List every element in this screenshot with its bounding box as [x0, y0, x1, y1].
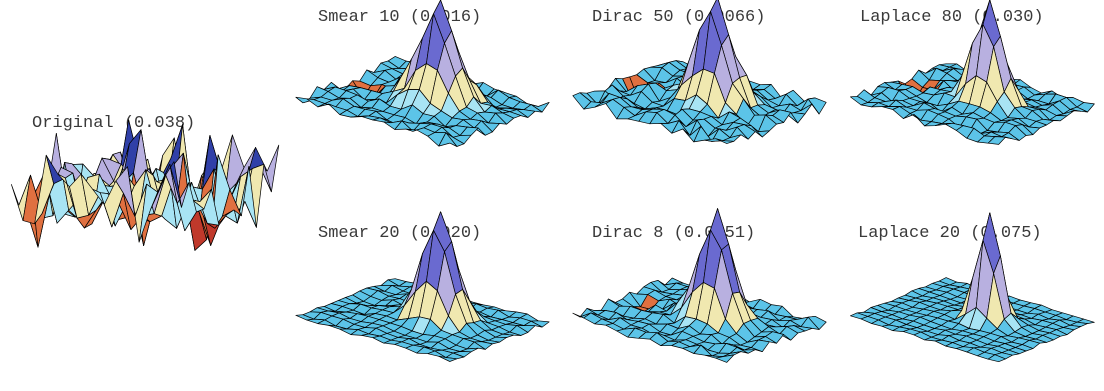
surface-dirac50	[572, 0, 827, 144]
mesh-facet	[715, 138, 735, 144]
plot-dirac50	[562, 0, 832, 165]
surface-original	[11, 119, 280, 251]
surface-mesh	[295, 0, 550, 147]
mesh-facet	[438, 355, 458, 362]
surface-smear20	[295, 211, 550, 362]
mesh-facet	[438, 132, 458, 147]
mesh-facet	[987, 354, 1006, 363]
surface-mesh	[11, 119, 280, 251]
surface-mesh	[295, 211, 550, 362]
plot-smear20	[285, 211, 555, 382]
surface-smear10	[295, 0, 550, 147]
plot-laplace80	[840, 0, 1100, 165]
surface-mesh	[850, 212, 1095, 363]
surface-laplace80	[850, 0, 1095, 145]
label-smear10: Smear 10 (0.016)	[318, 8, 482, 27]
mesh-facet	[987, 136, 1006, 145]
surface-mesh	[572, 0, 827, 144]
label-original: Original (0.038)	[32, 114, 196, 133]
label-smear20: Smear 20 (0.020)	[318, 224, 482, 243]
surface-mesh	[850, 0, 1095, 145]
surface-laplace20	[850, 212, 1095, 363]
label-laplace20: Laplace 20 (0.075)	[858, 224, 1042, 243]
plot-laplace20	[840, 212, 1100, 382]
plot-smear10	[285, 0, 555, 165]
plot-dirac8	[562, 208, 832, 382]
mesh-facet	[715, 354, 735, 363]
mesh-facet	[162, 161, 182, 208]
label-laplace80: Laplace 80 (0.030)	[860, 8, 1044, 27]
surface-dirac8	[572, 208, 827, 363]
plot-original	[0, 119, 285, 251]
surface-mesh	[572, 208, 827, 363]
label-dirac8: Dirac 8 (0.0051)	[592, 224, 756, 243]
label-dirac50: Dirac 50 (0.0066)	[592, 8, 766, 27]
